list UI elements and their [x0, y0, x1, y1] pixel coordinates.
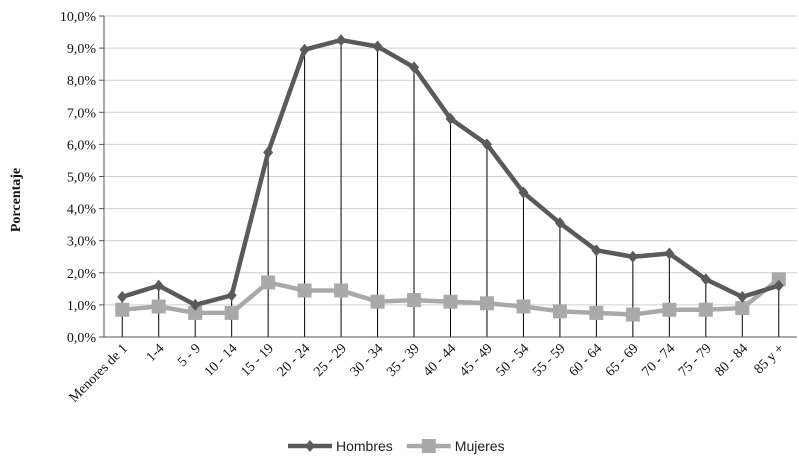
legend: Hombres Mujeres: [288, 438, 505, 454]
data-point: [224, 305, 239, 320]
data-point: [735, 301, 750, 316]
data-point: [552, 304, 567, 319]
y-tick-label: 9,0%: [67, 42, 97, 57]
x-tick-label: 50 - 54: [494, 341, 533, 380]
x-tick-label: 30 - 34: [348, 341, 387, 380]
data-point: [261, 275, 276, 290]
x-tick-label: 25 - 29: [311, 341, 350, 380]
x-tick-label: 20 - 24: [275, 341, 314, 380]
data-point: [263, 146, 274, 159]
x-tick-label: 55 - 59: [530, 341, 569, 380]
legend-item: Mujeres: [406, 438, 505, 454]
data-point: [188, 305, 203, 320]
x-tick-label: 40 - 44: [421, 341, 460, 380]
x-tick-label: 60 - 64: [567, 341, 606, 380]
x-tick-label: 75 - 79: [676, 341, 715, 380]
x-tick-label: 85 y +: [752, 341, 788, 377]
data-point: [445, 112, 456, 125]
data-point: [518, 186, 529, 199]
legend-label: Mujeres: [455, 438, 505, 454]
data-point: [700, 273, 711, 286]
data-point: [336, 34, 347, 47]
data-point: [481, 138, 492, 151]
data-point: [190, 298, 201, 311]
data-point: [516, 299, 531, 314]
data-point: [627, 250, 638, 263]
data-point: [771, 272, 786, 287]
data-point: [151, 299, 166, 314]
data-point: [407, 293, 422, 308]
data-point: [334, 283, 349, 298]
data-point: [589, 305, 604, 320]
x-tick-label: 80 - 84: [712, 341, 751, 380]
x-tick-label: 15 - 19: [238, 341, 277, 380]
data-point: [117, 290, 128, 303]
data-point: [591, 244, 602, 257]
x-tick-label: 1-4: [144, 341, 168, 365]
data-point: [698, 302, 713, 317]
data-point: [370, 294, 385, 309]
y-tick-label: 6,0%: [67, 138, 97, 153]
x-tick-label: Menores de 1: [67, 341, 131, 405]
x-tick-label: 70 - 74: [640, 341, 679, 380]
y-tick-label: 5,0%: [67, 171, 97, 186]
y-axis-label: Porcentaje: [9, 168, 24, 232]
y-tick-label: 10,0%: [60, 10, 97, 25]
drop-lines: [121, 40, 780, 337]
legend-marker: [421, 439, 436, 453]
axes: [99, 15, 797, 338]
data-point: [115, 302, 130, 317]
data-point: [153, 279, 164, 292]
y-tick-label: 1,0%: [67, 299, 97, 314]
y-tick-labels: 0,0% 1,0% 2,0% 3,0% 4,0% 5,0% 6,0% 7,0% 8,0% 9,0%…: [60, 10, 97, 346]
data-point: [443, 294, 458, 309]
y-tick-label: 7,0%: [67, 106, 97, 121]
legend-item: Hombres: [288, 438, 393, 454]
data-point: [773, 279, 784, 292]
x-tick-label: 65 - 69: [603, 341, 642, 380]
y-tick-label: 4,0%: [67, 203, 97, 218]
series-mujeres: [115, 272, 786, 322]
data-point: [625, 307, 640, 322]
x-tick-label: 10 - 14: [202, 341, 241, 380]
y-tick-label: 2,0%: [67, 267, 97, 282]
data-point: [662, 302, 677, 317]
legend-label: Hombres: [336, 438, 393, 454]
data-point: [297, 283, 312, 298]
data-point: [554, 217, 565, 230]
x-tick-label: 5 - 9: [175, 341, 204, 370]
data-point: [737, 290, 748, 303]
legend-marker: [305, 440, 315, 452]
y-tick-label: 3,0%: [67, 235, 97, 250]
data-point: [372, 40, 383, 53]
data-point: [299, 43, 310, 56]
data-point: [479, 296, 494, 311]
series-group: [115, 34, 786, 322]
data-point: [226, 289, 237, 302]
series-hombres: [117, 34, 784, 311]
x-tick-label: 35 - 39: [384, 341, 423, 380]
y-tick-label: 8,0%: [67, 74, 97, 89]
x-tick-label: 45 - 49: [457, 341, 496, 380]
data-point: [664, 247, 675, 260]
y-tick-label: 0,0%: [67, 331, 97, 346]
data-point: [409, 61, 420, 74]
